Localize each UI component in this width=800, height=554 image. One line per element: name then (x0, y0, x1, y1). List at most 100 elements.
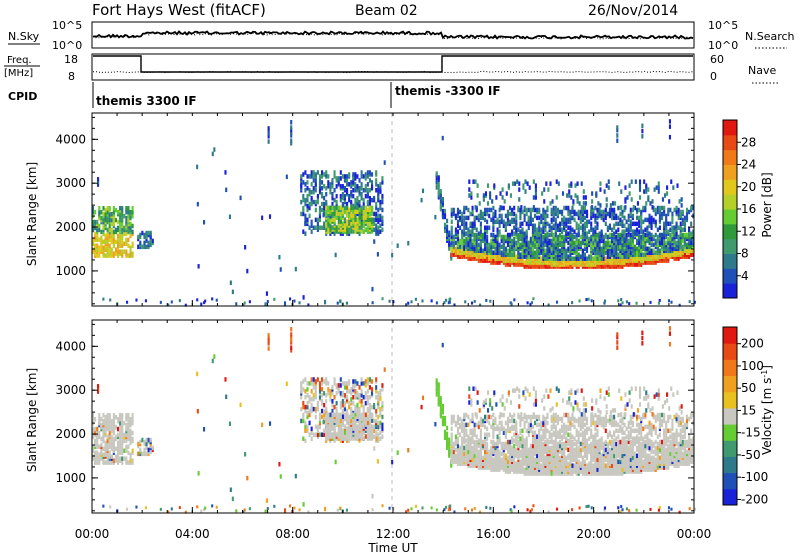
velocity-cell (527, 447, 530, 453)
power-cell (547, 187, 550, 192)
power-cell (325, 205, 328, 211)
power-cell (360, 186, 363, 191)
velocity-cell (467, 449, 470, 455)
power-cell (293, 299, 296, 303)
power-cell (366, 188, 369, 193)
power-cell (318, 178, 322, 183)
power-cell (665, 240, 668, 246)
power-cell (215, 298, 218, 302)
power-cell (558, 242, 562, 248)
power-cell (498, 242, 501, 248)
velocity-cell (504, 441, 507, 447)
power-cell (542, 250, 545, 256)
power-cell (554, 221, 557, 227)
velocity-cell (314, 389, 317, 394)
power-cell (683, 215, 686, 221)
velocity-cell (536, 453, 539, 459)
power-cell (577, 215, 580, 221)
power-cell (579, 234, 582, 240)
velocity-cell (123, 420, 126, 426)
power-cell (331, 211, 334, 216)
power-cell (645, 183, 648, 188)
power-cell (356, 201, 359, 207)
velocity-cell (306, 381, 309, 386)
power-cell (290, 138, 293, 143)
velocity-cell (362, 404, 365, 410)
power-cell (381, 199, 384, 205)
velocity-cell (125, 426, 128, 432)
power-cell (654, 238, 657, 244)
velocity-cell (379, 430, 382, 436)
power-cell (685, 242, 689, 248)
power-cell (610, 248, 614, 254)
power-cell (360, 215, 363, 220)
velocity-cell (127, 460, 130, 465)
power-cell (608, 223, 612, 229)
power-cell (96, 253, 99, 258)
velocity-cell (540, 471, 543, 476)
power-cell (475, 242, 478, 248)
power-cell (290, 130, 293, 136)
velocity-cell (119, 444, 122, 450)
power-cell (98, 245, 101, 250)
power-cell (596, 260, 599, 265)
power-cell (435, 179, 438, 184)
power-cell (289, 297, 292, 301)
power-cell (676, 183, 679, 188)
power-cell (499, 191, 502, 196)
power-cell (98, 205, 101, 211)
power-cell (669, 207, 672, 213)
power-cell (586, 223, 589, 229)
velocity-cell (304, 438, 307, 443)
power-cell (573, 229, 576, 234)
power-cell (290, 127, 293, 133)
power-cell (479, 229, 482, 234)
velocity-cell (368, 430, 372, 435)
power-cell (643, 179, 646, 184)
power-cell (552, 217, 555, 223)
power-cell (651, 199, 654, 204)
power-cell (638, 260, 641, 265)
power-cell (459, 238, 462, 244)
power-cell (362, 229, 365, 234)
power-cell (316, 217, 319, 223)
velocity-cell (475, 459, 478, 464)
velocity-cell (346, 420, 349, 425)
power-cell (341, 191, 344, 197)
power-cell (598, 231, 601, 236)
power-cell (529, 219, 532, 225)
power-cell (610, 227, 614, 232)
velocity-cell (531, 443, 534, 449)
power-cell (525, 229, 528, 234)
velocity-cell (521, 469, 524, 474)
power-cell (131, 205, 134, 211)
velocity-cell (354, 436, 357, 441)
power-cell (583, 221, 587, 227)
power-cell (586, 234, 589, 240)
power-cell (465, 225, 468, 231)
n-sky-tick-top: 10^5 (52, 19, 82, 32)
power-cell (121, 249, 124, 254)
power-cell (110, 221, 113, 227)
velocity-cell (368, 406, 371, 412)
power-cell (623, 254, 626, 259)
velocity-cell (486, 445, 489, 451)
power-cell (381, 297, 384, 301)
velocity-cell (110, 424, 113, 430)
power-cell (690, 205, 693, 211)
power-cell (617, 221, 620, 227)
power-cell (649, 300, 652, 304)
power-cell (596, 211, 599, 217)
velocity-cell (127, 444, 130, 450)
velocity-cell (443, 435, 447, 441)
velocity-cell (98, 412, 101, 418)
power-cell (121, 243, 124, 248)
power-cell (586, 213, 589, 219)
power-cell (579, 254, 582, 259)
power-cell (547, 303, 550, 307)
power-cell (543, 187, 546, 192)
power-cell (538, 215, 541, 221)
power-cell (323, 195, 326, 201)
nave-tick-bottom: 0 (710, 70, 717, 83)
velocity-cell (360, 389, 363, 394)
